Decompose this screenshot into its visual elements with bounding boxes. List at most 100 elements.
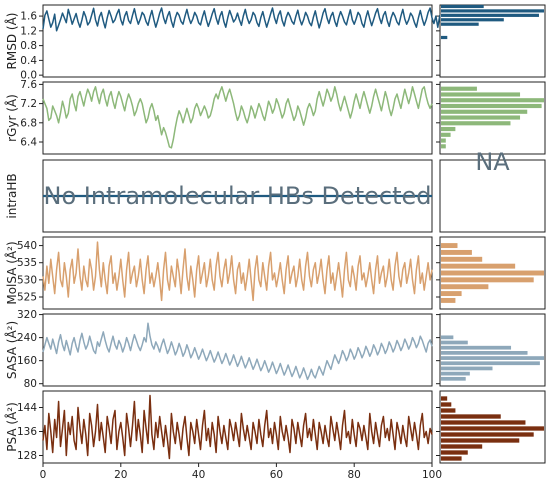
histogram-bar (441, 132, 451, 137)
no-data-message: No Intramolecular HBs Detected (44, 182, 432, 210)
y-tick-label: 1.2 (20, 25, 37, 37)
histogram-bar (441, 126, 456, 132)
y-axis-label: rGyr (Å) (4, 94, 19, 142)
histogram-bar (441, 249, 472, 255)
histogram-bar (441, 138, 446, 143)
y-axis-label: RMSD (Å) (4, 13, 19, 70)
y-tick-label: 136 (17, 426, 37, 438)
series-line (42, 241, 433, 302)
y-tick-label: 7.6 (20, 79, 37, 91)
y-tick-label: 320 (17, 309, 37, 321)
plot-frame (42, 390, 433, 464)
histogram-bar (441, 426, 544, 431)
histogram-bar (441, 371, 470, 376)
histogram-bar (441, 35, 448, 40)
histogram-bar (441, 444, 483, 449)
histogram-bar (441, 376, 466, 381)
histogram-bar (441, 121, 511, 126)
histogram-bar (441, 414, 501, 419)
histogram-bar (441, 420, 526, 425)
series-line (42, 322, 433, 381)
histogram-bar (441, 351, 528, 355)
y-tick-label: 240 (17, 332, 37, 344)
histogram-frame (439, 390, 546, 464)
histogram-bar (441, 4, 484, 9)
y-tick-label: 7.2 (20, 98, 37, 110)
histogram-bar (441, 361, 540, 366)
histogram-bar (441, 22, 479, 26)
histogram-bar (441, 277, 534, 283)
histogram-bar (441, 263, 516, 269)
histogram-bar (441, 86, 477, 91)
histogram-bar (441, 297, 456, 303)
y-tick-label: 535 (17, 257, 37, 269)
y-tick-label: 160 (17, 355, 37, 367)
histogram-bar (441, 291, 462, 297)
y-axis-label: MolSA (Å²) (4, 241, 19, 304)
x-tick-label: 80 (348, 469, 361, 481)
histogram-bar (441, 396, 448, 401)
y-tick-label: 0.8 (20, 40, 37, 52)
histogram-bar (441, 92, 521, 97)
histogram-bar (441, 432, 534, 437)
histogram-frame (439, 236, 546, 310)
histogram-bar (441, 402, 452, 407)
histogram-bar (441, 284, 489, 290)
series-line (42, 86, 433, 149)
x-tick-label: 100 (422, 469, 442, 481)
histogram-bar (441, 115, 521, 120)
histogram-bar (441, 270, 544, 276)
x-tick-label: 40 (192, 469, 205, 481)
y-tick-label: 128 (17, 450, 37, 462)
histogram-bar (441, 256, 483, 262)
histogram-frame (439, 313, 546, 387)
y-tick-label: 144 (17, 402, 37, 414)
histogram-bar (441, 144, 446, 149)
y-tick-label: 1.6 (20, 11, 37, 23)
histogram-bar (441, 109, 528, 114)
histogram-bar (441, 366, 493, 371)
histogram-bar (441, 103, 542, 109)
y-tick-label: 0.4 (20, 55, 37, 67)
histogram-bar (441, 9, 544, 13)
histogram-bar (441, 18, 504, 22)
y-axis-label: PSA (Å²) (4, 402, 19, 451)
y-tick-label: 0.0 (20, 70, 37, 82)
histogram-bar (441, 13, 539, 17)
histogram-bar (441, 408, 456, 413)
histogram-bar (441, 456, 462, 461)
histogram-frame (439, 4, 546, 78)
y-axis-label: intraHB (5, 173, 19, 218)
histogram-bar (441, 450, 468, 455)
histogram-frame (439, 159, 546, 233)
x-tick-label: 0 (40, 469, 47, 481)
series-line (42, 7, 441, 32)
histogram-bar (441, 345, 512, 350)
histogram-frame (439, 81, 546, 155)
panel-2: intraHB No Intramolecular HBs Detected (5, 159, 546, 233)
y-tick-label: 525 (17, 292, 37, 304)
histogram-na-label: NA (475, 148, 510, 176)
histogram-bar (441, 98, 544, 103)
y-axis-label: SASA (Å²) (4, 321, 19, 379)
histogram-bar (441, 438, 520, 443)
plot-frame (42, 81, 433, 155)
y-tick-label: 80 (24, 378, 37, 390)
plot-frame (42, 313, 433, 387)
series-line (42, 394, 433, 460)
histogram-bar (441, 356, 544, 360)
y-tick-label: 530 (17, 274, 37, 286)
x-tick-label: 20 (114, 469, 127, 481)
plot-frame (42, 4, 433, 78)
histogram-bar (441, 335, 454, 340)
histogram-bar (441, 340, 468, 345)
y-tick-label: 540 (17, 240, 37, 252)
y-tick-label: 6.4 (20, 137, 37, 149)
histogram-bar (441, 243, 458, 249)
y-tick-label: 6.8 (20, 117, 37, 129)
